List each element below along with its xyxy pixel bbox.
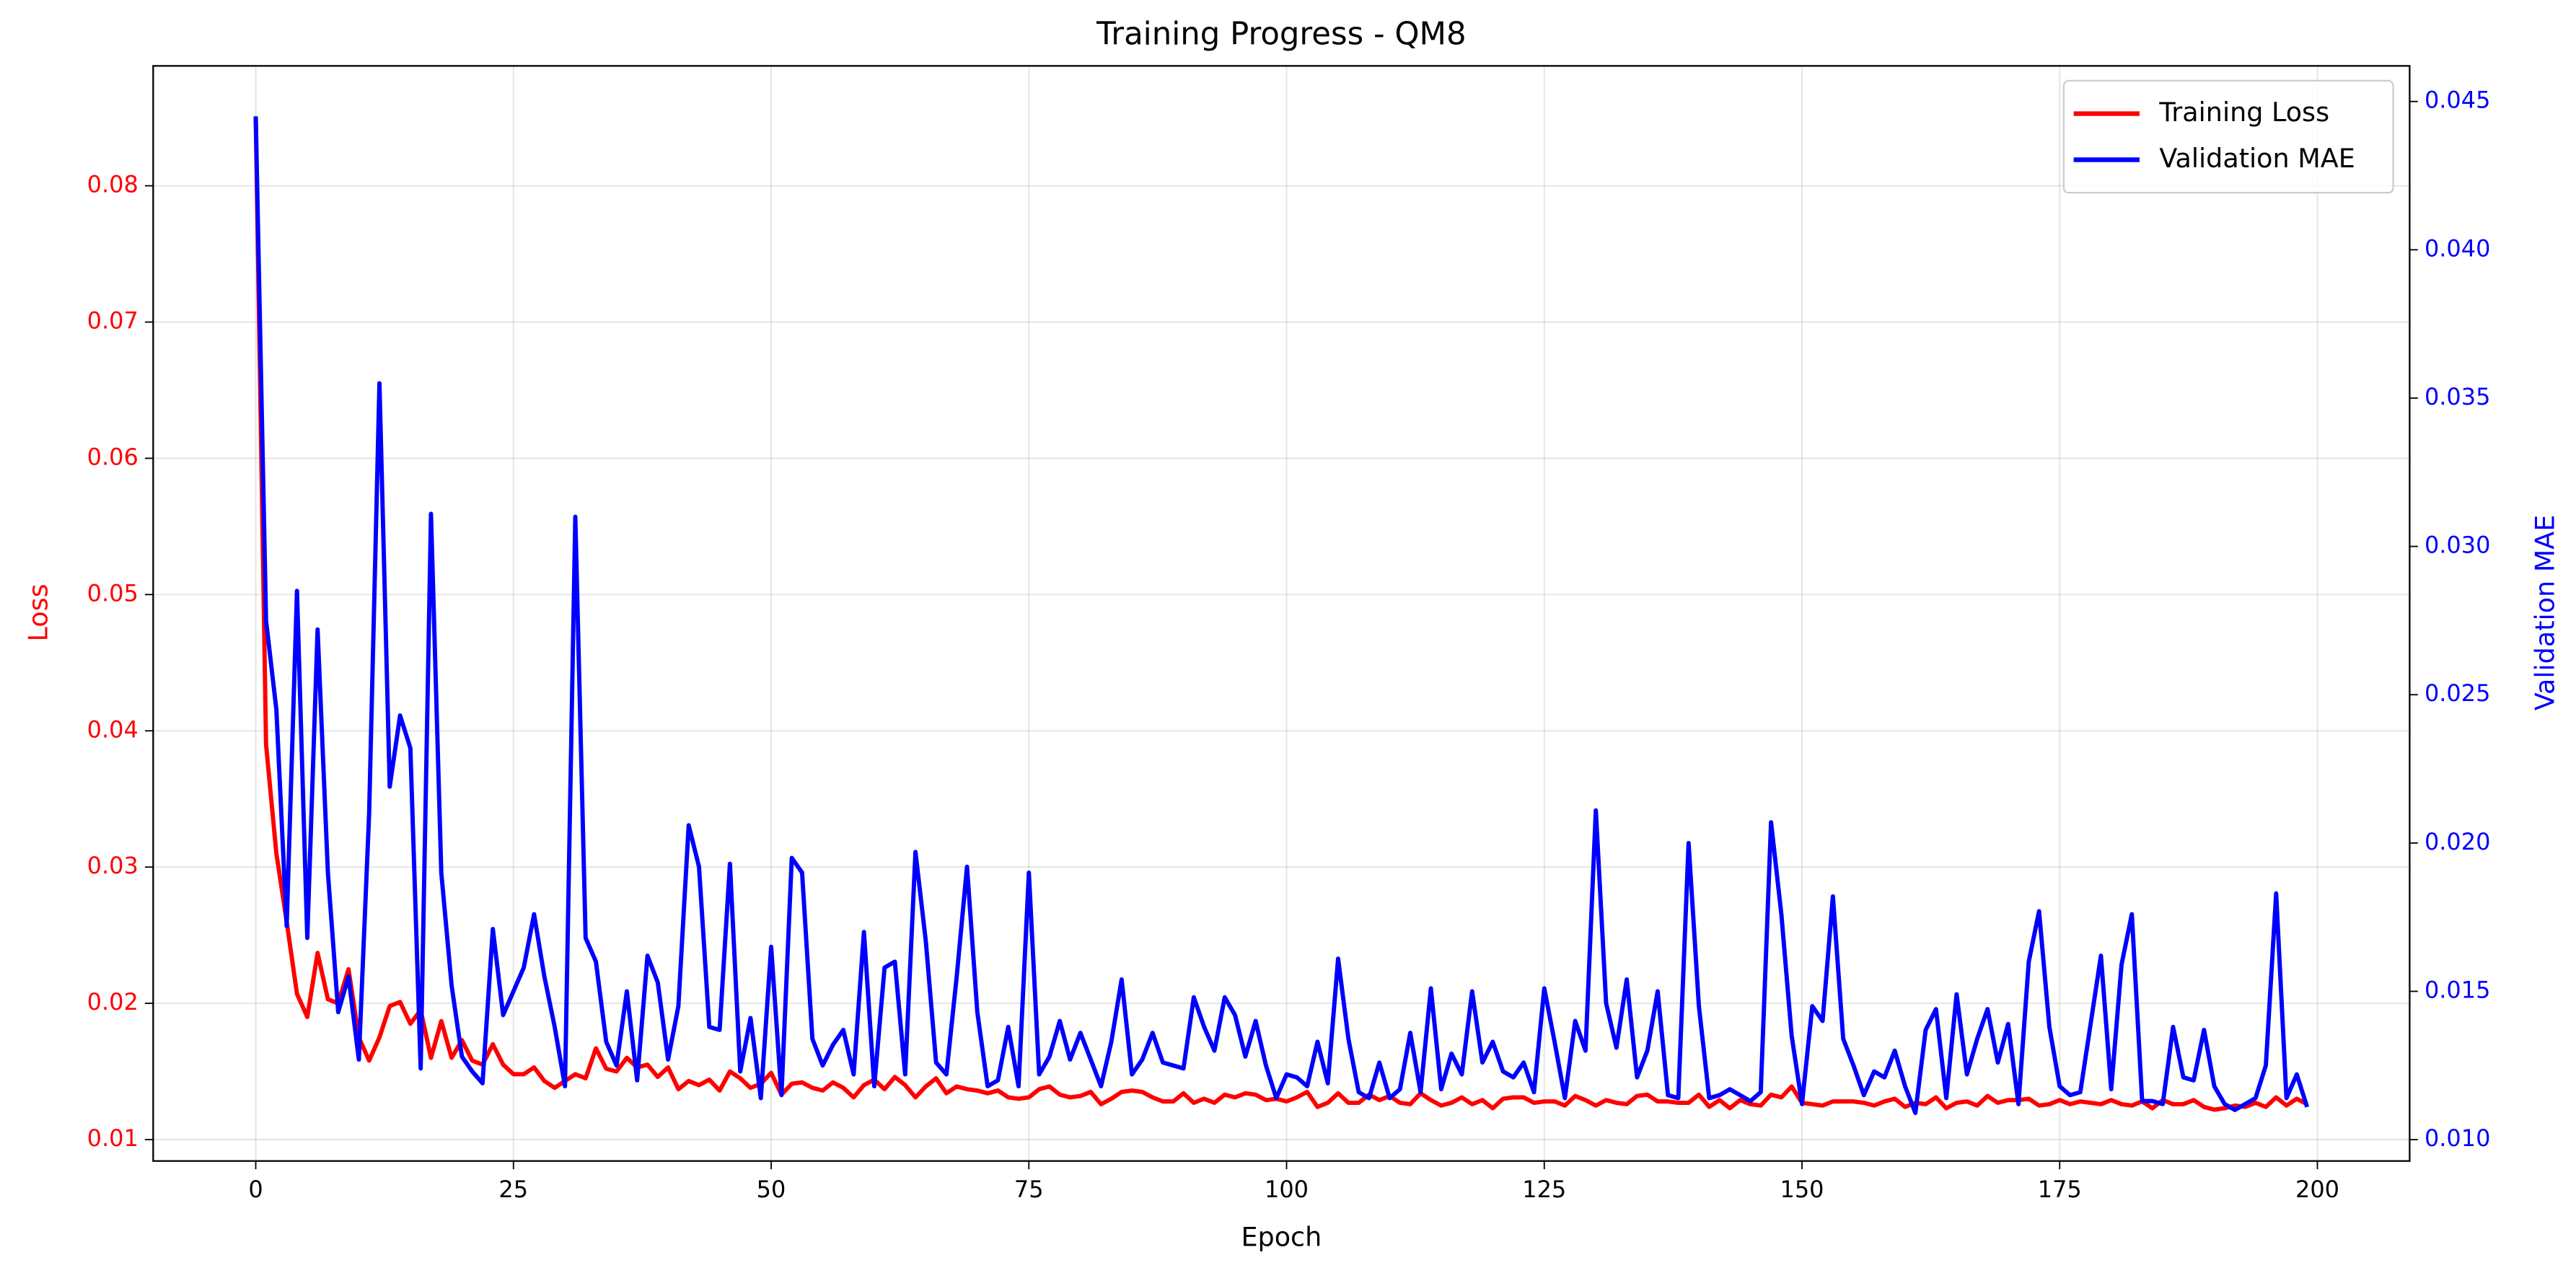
x-tick-label: 25 [498,1176,528,1203]
x-axis-label: Epoch [1241,1222,1322,1253]
y-tick-label: 0.03 [87,852,139,879]
legend-label: Validation MAE [2159,143,2355,174]
y-tick-label: 0.04 [87,715,139,743]
y-tick-label: 0.06 [87,443,139,470]
series-line [253,116,2310,1116]
plot-frame [152,65,2411,1162]
x-tick-label: 200 [2295,1176,2339,1203]
y2-tick-label: 0.040 [2425,234,2490,262]
x-tick-label: 50 [757,1176,786,1203]
x-tick-label: 125 [1522,1176,1566,1203]
legend-label: Training Loss [2158,97,2329,128]
y2-tick-label: 0.010 [2425,1124,2490,1152]
chart-title: Training Progress - QM8 [1096,17,1466,53]
x-tick-label: 150 [1780,1176,1824,1203]
y2-axis-label: Validation MAE [2529,515,2560,710]
x-tick-label: 100 [1265,1176,1309,1203]
y-tick-label: 0.05 [87,579,139,607]
y2-tick-label: 0.045 [2425,87,2490,114]
y2-tick-label: 0.025 [2425,679,2490,707]
y2-tick-label: 0.015 [2425,976,2490,1003]
y2-tick-label: 0.035 [2425,383,2490,410]
y2-tick-label: 0.030 [2425,532,2490,559]
legend-box [2062,79,2394,194]
series-line [253,118,2308,1112]
x-tick-label: 75 [1014,1176,1044,1203]
x-tick-label: 0 [248,1176,263,1203]
y-tick-label: 0.01 [87,1124,139,1152]
y-tick-label: 0.07 [87,307,139,335]
y-tick-label: 0.02 [87,988,139,1016]
y2-tick-label: 0.020 [2425,828,2490,855]
y-tick-label: 0.08 [87,171,139,198]
y-axis-label: Loss [22,583,53,641]
x-tick-label: 175 [2038,1176,2082,1203]
